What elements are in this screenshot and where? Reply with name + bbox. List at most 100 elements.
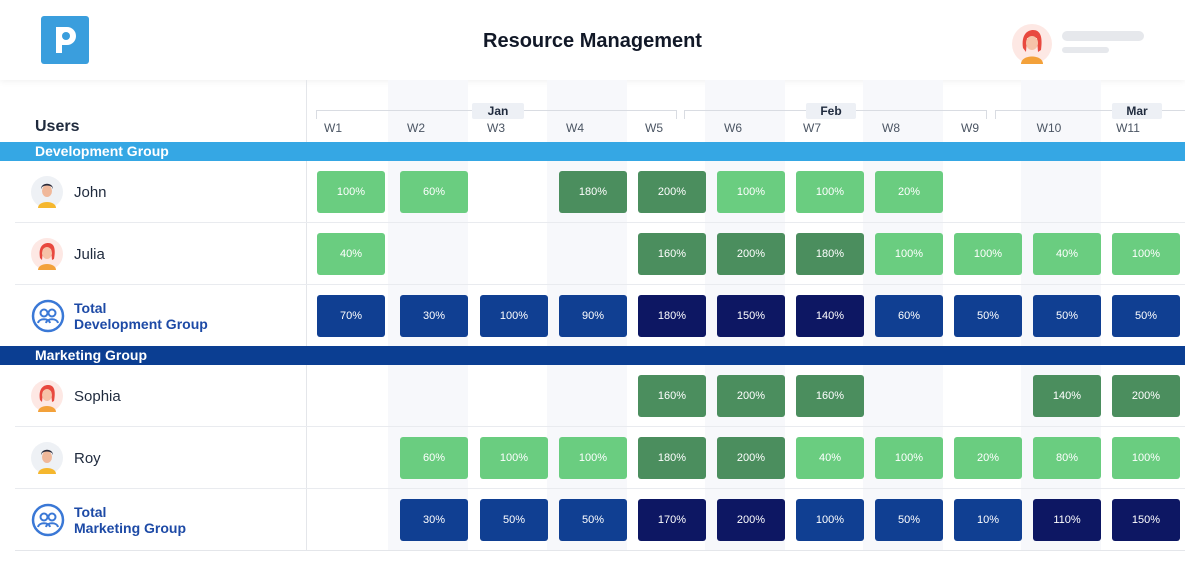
total-allocation-cell[interactable]: 100% [480,295,548,337]
current-user-avatar[interactable] [1012,24,1052,64]
group-name: Marketing Group [35,347,148,363]
user-name[interactable]: John [74,184,107,201]
allocation-cell[interactable]: 100% [317,171,385,213]
month-label: Feb [806,103,856,119]
users-column-header: Users [35,118,80,135]
total-allocation-cell[interactable]: 10% [954,499,1022,541]
allocation-cell[interactable]: 20% [954,437,1022,479]
total-label-line1: Total [74,504,107,520]
allocation-cell[interactable]: 200% [717,437,785,479]
allocation-cell[interactable]: 200% [1112,375,1180,417]
total-allocation-cell[interactable]: 70% [317,295,385,337]
allocation-cell[interactable]: 40% [1033,233,1101,275]
allocation-cell[interactable]: 200% [717,233,785,275]
week-label-w9: W9 [961,121,979,135]
total-allocation-cell[interactable]: 150% [1112,499,1180,541]
total-label: Total Development Group [74,300,208,332]
user-row-sophia: Sophia 160% 200% 160% 140% 200% [0,365,1185,427]
user-name[interactable]: Julia [74,246,105,263]
month-label: Jan [472,103,524,119]
total-allocation-cell[interactable]: 30% [400,499,468,541]
group-total-badge [31,299,65,333]
total-allocation-cell[interactable]: 150% [717,295,785,337]
allocation-cell[interactable]: 100% [559,437,627,479]
month-label: Mar [1112,103,1162,119]
grid-bottom-border [15,550,1185,551]
allocation-cell[interactable]: 100% [1112,233,1180,275]
month-bracket-line [995,110,1185,111]
total-allocation-cell[interactable]: 50% [1033,295,1101,337]
total-allocation-cell[interactable]: 50% [480,499,548,541]
week-label-w11: W11 [1116,121,1140,135]
allocation-cell[interactable]: 100% [796,171,864,213]
avatar[interactable] [31,380,63,412]
app-logo[interactable] [41,16,89,64]
allocation-cell[interactable]: 100% [875,233,943,275]
month-bracket-tick [676,110,677,119]
row-separator [15,284,1185,285]
total-allocation-cell[interactable]: 30% [400,295,468,337]
week-label-w4: W4 [566,121,584,135]
allocation-cell[interactable]: 40% [796,437,864,479]
group-header-development[interactable]: Development Group [0,142,1185,161]
woman-avatar-icon [31,380,63,412]
allocation-cell[interactable]: 160% [638,375,706,417]
row-separator [15,222,1185,223]
total-allocation-cell[interactable]: 50% [875,499,943,541]
user-role-placeholder [1062,47,1109,53]
week-label-w3: W3 [487,121,505,135]
total-allocation-cell[interactable]: 100% [796,499,864,541]
user-name[interactable]: Roy [74,450,101,467]
logo-p-icon [56,27,76,53]
month-bracket-tick [684,110,685,119]
total-label-line1: Total [74,300,107,316]
total-label-line2: Development Group [74,316,208,332]
allocation-cell[interactable]: 100% [480,437,548,479]
total-allocation-cell[interactable]: 50% [559,499,627,541]
allocation-cell[interactable]: 100% [954,233,1022,275]
total-row-development: Total Development Group 70% 30% 100% 90% 180% 1… [0,285,1185,347]
allocation-cell[interactable]: 200% [717,375,785,417]
user-row-roy: Roy 60% 100% 100% 180% 200% 40% 100% 20% 80% 100% [0,427,1185,489]
group-users-icon [31,299,65,333]
avatar[interactable] [31,238,63,270]
total-label-line2: Marketing Group [74,520,187,536]
total-allocation-cell[interactable]: 180% [638,295,706,337]
allocation-cell[interactable]: 180% [796,233,864,275]
total-allocation-cell[interactable]: 200% [717,499,785,541]
allocation-cell[interactable]: 20% [875,171,943,213]
allocation-cell[interactable]: 80% [1033,437,1101,479]
group-total-badge [31,503,65,537]
week-label-w1: W1 [324,121,342,135]
total-allocation-cell[interactable]: 50% [1112,295,1180,337]
allocation-cell[interactable]: 160% [638,233,706,275]
group-header-marketing[interactable]: Marketing Group [0,346,1185,365]
total-allocation-cell[interactable]: 50% [954,295,1022,337]
group-name: Development Group [35,143,169,159]
avatar[interactable] [31,442,63,474]
total-allocation-cell[interactable]: 90% [559,295,627,337]
total-allocation-cell[interactable]: 140% [796,295,864,337]
allocation-cell[interactable]: 140% [1033,375,1101,417]
week-label-w5: W5 [645,121,663,135]
allocation-cell[interactable]: 100% [1112,437,1180,479]
allocation-cell[interactable]: 180% [559,171,627,213]
allocation-cell[interactable]: 100% [717,171,785,213]
allocation-cell[interactable]: 160% [796,375,864,417]
total-allocation-cell[interactable]: 170% [638,499,706,541]
week-label-w7: W7 [803,121,821,135]
allocation-cell[interactable]: 40% [317,233,385,275]
month-bracket-tick [316,110,317,119]
total-allocation-cell[interactable]: 110% [1033,499,1101,541]
avatar[interactable] [31,176,63,208]
week-label-w2: W2 [407,121,425,135]
allocation-cell[interactable]: 100% [875,437,943,479]
man-avatar-icon [31,176,63,208]
allocation-cell[interactable]: 60% [400,437,468,479]
allocation-cell[interactable]: 180% [638,437,706,479]
allocation-cell[interactable]: 60% [400,171,468,213]
total-allocation-cell[interactable]: 60% [875,295,943,337]
allocation-cell[interactable]: 200% [638,171,706,213]
woman-avatar-icon [31,238,63,270]
user-name[interactable]: Sophia [74,388,121,405]
